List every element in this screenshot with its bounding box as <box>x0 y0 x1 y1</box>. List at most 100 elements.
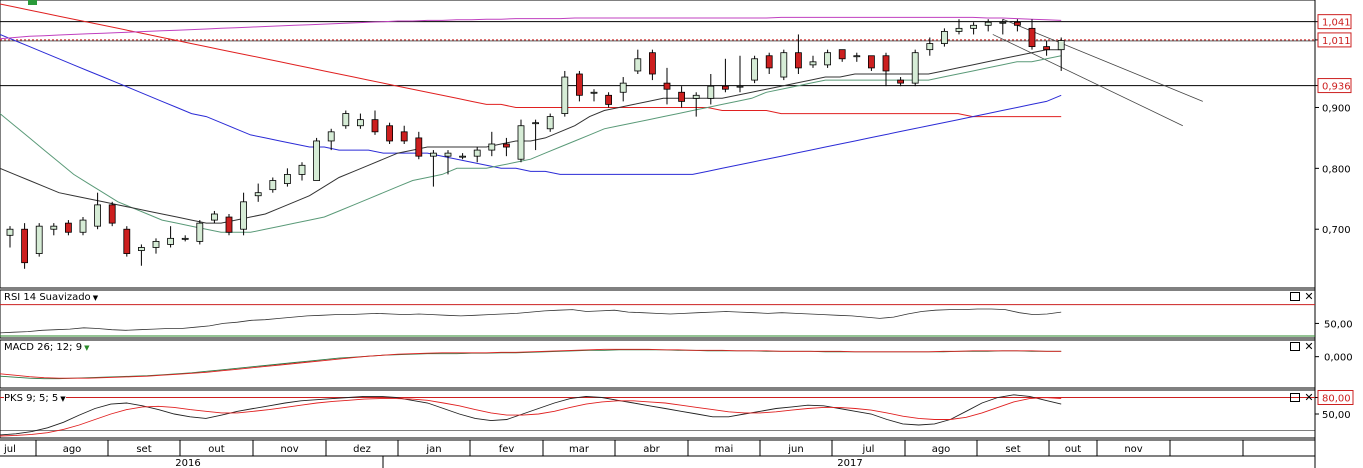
candle-down[interactable] <box>897 79 904 84</box>
candle-down[interactable] <box>1014 21 1021 26</box>
candle-up[interactable] <box>210 213 218 221</box>
candle-up[interactable] <box>488 143 496 151</box>
candle-down[interactable] <box>21 228 29 264</box>
month-label: set <box>136 444 151 455</box>
candle-up[interactable] <box>35 225 43 254</box>
candle-up[interactable] <box>561 76 569 114</box>
candle-down[interactable] <box>649 52 656 75</box>
candle-down[interactable] <box>838 49 846 60</box>
candle-up[interactable] <box>181 237 189 240</box>
month-label: nov <box>1124 444 1142 455</box>
price-tick-label: 1,011 <box>1322 36 1351 47</box>
trend-line-upper[interactable] <box>1002 18 1203 102</box>
macd-maximize-button[interactable] <box>1288 342 1302 354</box>
candle-up[interactable] <box>240 201 248 230</box>
month-label: abr <box>643 444 660 455</box>
candle-up[interactable] <box>152 240 160 248</box>
candle-down[interactable] <box>795 52 802 69</box>
candle-up[interactable] <box>429 152 437 157</box>
candle-down[interactable] <box>386 125 394 142</box>
candle-up[interactable] <box>1057 40 1065 51</box>
macd-panel-label[interactable]: MACD 26; 12; 9 ▼ <box>4 342 90 354</box>
candle-up[interactable] <box>356 119 364 127</box>
candle-up[interactable] <box>926 43 934 51</box>
candle-up[interactable] <box>517 125 525 160</box>
rsi-close-button[interactable]: ✕ <box>1304 290 1314 303</box>
candle-up[interactable] <box>327 131 335 142</box>
candle-up[interactable] <box>736 85 744 88</box>
candle-down[interactable] <box>400 131 408 142</box>
rsi-panel-label[interactable]: RSI 14 Suavizado ▼ <box>4 292 99 304</box>
candle-up[interactable] <box>824 52 831 66</box>
pks-close-button[interactable]: ✕ <box>1304 391 1314 404</box>
candle-down[interactable] <box>415 137 423 157</box>
candle-up[interactable] <box>269 180 277 191</box>
candle-up[interactable] <box>707 85 715 99</box>
month-label: out <box>1065 444 1081 455</box>
candle-down[interactable] <box>576 73 583 96</box>
candle-up[interactable] <box>853 55 861 58</box>
rsi-panel-frame <box>0 289 1316 339</box>
candle-up[interactable] <box>751 58 758 81</box>
candle-up[interactable] <box>167 237 175 245</box>
candle-up[interactable] <box>196 222 204 242</box>
candle-down[interactable] <box>225 216 233 233</box>
candle-up[interactable] <box>619 82 627 93</box>
month-label: mai <box>715 444 734 455</box>
candle-up[interactable] <box>137 247 145 251</box>
rsi-maximize-button[interactable] <box>1288 292 1302 304</box>
candle-up[interactable] <box>911 52 919 84</box>
candle-down[interactable] <box>123 228 131 254</box>
candle-down[interactable] <box>502 143 510 148</box>
candle-down[interactable] <box>1028 27 1036 48</box>
trend-line-lower[interactable] <box>992 34 1183 127</box>
candle-up[interactable] <box>780 52 788 78</box>
candle-down[interactable] <box>371 119 379 133</box>
macd-close-button[interactable]: ✕ <box>1304 340 1314 353</box>
pks-maximize-button[interactable] <box>1288 393 1302 405</box>
candle-up[interactable] <box>94 204 101 227</box>
candle-up[interactable] <box>298 164 306 175</box>
candle-up[interactable] <box>955 27 963 32</box>
candle-up[interactable] <box>342 113 350 127</box>
price-tick-label: 0,800 <box>1322 164 1351 175</box>
pks-panel-label[interactable]: PKS 9; 5; 5 ▼ <box>4 393 66 405</box>
candle-down[interactable] <box>722 85 729 90</box>
candle-up[interactable] <box>532 122 539 125</box>
candle-down[interactable] <box>108 204 116 224</box>
pks-level-badge <box>1317 390 1354 405</box>
candle-down[interactable] <box>663 82 671 90</box>
candle-up[interactable] <box>283 174 291 184</box>
candle-up[interactable] <box>50 225 58 230</box>
price-tick-label: 1,041 <box>1322 18 1351 29</box>
candle-up[interactable] <box>313 140 321 181</box>
candle-down[interactable] <box>678 91 685 102</box>
candle-down[interactable] <box>1043 46 1050 51</box>
candle-up[interactable] <box>634 58 642 72</box>
candle-up[interactable] <box>254 192 262 197</box>
candle-up[interactable] <box>809 61 817 66</box>
candle-up[interactable] <box>79 219 87 233</box>
rsi-tick-label: 50,00 <box>1324 319 1353 330</box>
candle-up[interactable] <box>444 152 452 157</box>
candle-up[interactable] <box>546 116 554 130</box>
candle-down[interactable] <box>765 55 773 69</box>
top-marker-icon <box>28 0 37 5</box>
candle-up[interactable] <box>6 228 14 236</box>
candle-up[interactable] <box>984 21 992 26</box>
moving-average-blue <box>0 33 1062 175</box>
candle-down[interactable] <box>65 222 72 233</box>
candle-down[interactable] <box>868 55 875 69</box>
macd-tick-label: 0,000 <box>1324 353 1353 364</box>
candle-up[interactable] <box>590 91 598 94</box>
candle-down[interactable] <box>605 94 612 105</box>
candle-up[interactable] <box>473 149 481 157</box>
candle-up[interactable] <box>970 24 977 29</box>
candle-up[interactable] <box>999 21 1007 24</box>
candle-up[interactable] <box>692 94 700 99</box>
candle-up[interactable] <box>459 155 467 158</box>
candle-up[interactable] <box>941 30 948 44</box>
candle-down[interactable] <box>882 55 890 72</box>
